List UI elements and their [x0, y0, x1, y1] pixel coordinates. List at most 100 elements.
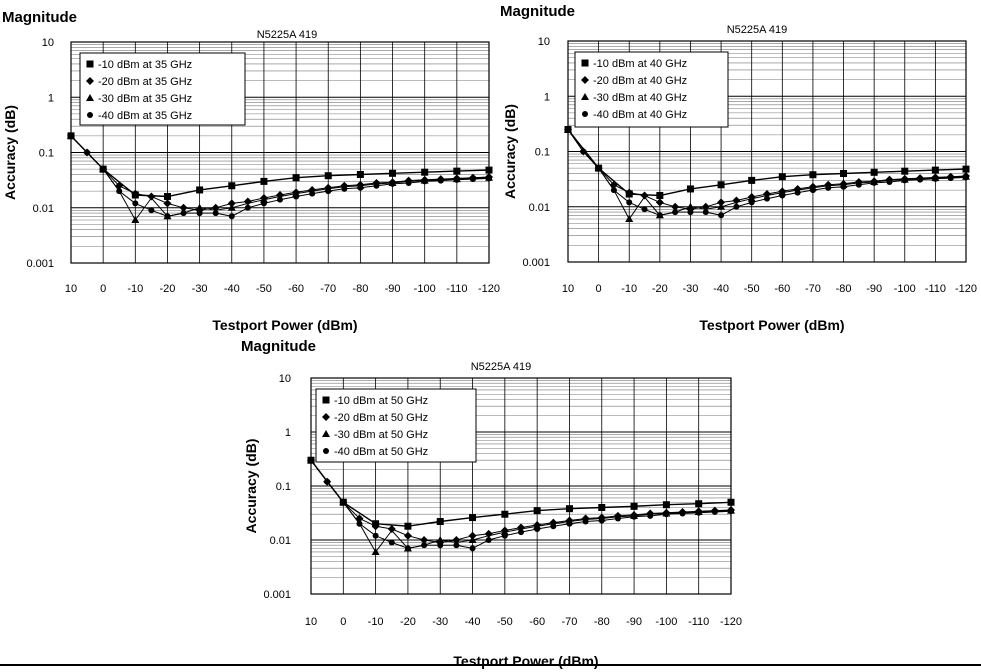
- x-tick-label: -110: [688, 616, 709, 628]
- circle-marker: [325, 188, 332, 195]
- y-tick-label: 1: [48, 92, 54, 104]
- circle-marker: [702, 209, 709, 216]
- square-marker: [322, 396, 330, 404]
- y-axis-label: Accuracy (dB): [243, 439, 259, 534]
- x-tick-label: -70: [805, 283, 821, 295]
- legend-label: -30 dBm at 35 GHz: [98, 93, 192, 105]
- x-tick-label: -50: [744, 283, 760, 295]
- circle-marker: [180, 210, 187, 217]
- legend-entry: -10 dBm at 50 GHz: [322, 395, 428, 407]
- triangle-marker: [747, 194, 756, 202]
- circle-marker: [809, 187, 816, 194]
- square-marker: [662, 501, 670, 509]
- diamond-marker: [371, 522, 380, 531]
- x-tick-label: -10: [368, 616, 384, 628]
- triangle-marker: [500, 528, 509, 536]
- square-marker: [356, 170, 364, 178]
- plot-frame: [70, 41, 490, 264]
- x-tick-label: -60: [774, 283, 790, 295]
- diamond-marker: [671, 202, 680, 211]
- square-marker: [260, 177, 268, 185]
- circle-marker: [565, 126, 571, 133]
- x-tick-label: -10: [127, 283, 143, 295]
- series-line: [567, 129, 967, 197]
- circle-marker: [728, 508, 734, 515]
- diamond-marker: [581, 76, 589, 84]
- circle-marker: [855, 181, 862, 188]
- circle-marker: [695, 509, 702, 516]
- circle-marker: [421, 178, 428, 185]
- circle-marker: [437, 542, 444, 549]
- circle-marker: [277, 196, 283, 203]
- series-line: [70, 135, 490, 221]
- legend-label: -40 dBm at 50 GHz: [334, 446, 428, 458]
- x-tick-label: -120: [720, 616, 742, 628]
- circle-marker: [614, 515, 621, 522]
- chart-title: N5225A 419: [727, 24, 788, 36]
- square-marker: [469, 514, 477, 522]
- triangle-marker: [195, 203, 204, 211]
- chart-heading: Magnitude: [500, 3, 575, 20]
- square-marker: [656, 191, 664, 199]
- square-marker: [630, 502, 638, 510]
- triangle-marker: [686, 202, 695, 210]
- circle-marker: [148, 207, 155, 214]
- legend-entry: -20 dBm at 40 GHz: [581, 75, 687, 87]
- square-marker: [778, 173, 786, 181]
- circle-marker: [825, 184, 832, 191]
- x-tick-label: 10: [305, 616, 317, 628]
- circle-marker: [164, 213, 171, 220]
- square-marker: [727, 498, 735, 506]
- legend-entry: -10 dBm at 40 GHz: [581, 58, 687, 70]
- x-tick-label: -110: [446, 283, 467, 295]
- legend-label: -10 dBm at 35 GHz: [98, 59, 192, 71]
- circle-marker: [212, 210, 219, 217]
- x-tick-label: -80: [352, 283, 368, 295]
- square-marker: [695, 500, 703, 508]
- x-tick-label: 0: [100, 283, 106, 295]
- y-tick-label: 0.001: [26, 258, 54, 270]
- circle-marker: [87, 112, 93, 118]
- legend-label: -10 dBm at 40 GHz: [593, 58, 687, 70]
- legend-box: [574, 51, 729, 128]
- x-tick-label: -40: [713, 283, 729, 295]
- legend-box: [79, 52, 246, 126]
- square-marker: [962, 165, 970, 173]
- square-marker: [809, 171, 817, 179]
- circle-marker: [132, 200, 139, 207]
- circle-marker: [244, 204, 251, 211]
- circle-marker: [389, 180, 396, 187]
- plot-frame: [310, 377, 732, 595]
- square-marker: [840, 169, 848, 177]
- diamond-marker: [625, 188, 634, 197]
- circle-marker: [687, 209, 694, 216]
- circle-marker: [293, 193, 300, 200]
- y-axis-label: Accuracy (dB): [502, 104, 518, 199]
- legend-label: -20 dBm at 40 GHz: [593, 75, 687, 87]
- diamond-marker: [732, 196, 741, 205]
- circle-marker: [641, 206, 648, 213]
- diamond-marker: [322, 413, 330, 421]
- diamond-marker: [403, 531, 412, 540]
- circle-marker: [610, 187, 617, 194]
- chart-title: N5225A 419: [257, 29, 318, 41]
- diamond-marker: [147, 192, 156, 201]
- diamond-marker: [655, 198, 664, 207]
- x-tick-label: 0: [596, 283, 602, 295]
- circle-marker: [357, 184, 364, 191]
- square-marker: [931, 166, 939, 174]
- circle-marker: [340, 499, 347, 506]
- y-tick-label: 0.1: [276, 481, 291, 493]
- x-tick-label: 0: [340, 616, 346, 628]
- square-marker: [598, 503, 606, 511]
- x-tick-label: -110: [925, 283, 946, 295]
- circle-marker: [947, 175, 954, 182]
- diamond-marker: [420, 536, 429, 544]
- circle-marker: [595, 165, 602, 172]
- circle-marker: [469, 545, 476, 552]
- chart-panel-35ghz: Magnitude N5225A 419 10 1 0.1 0.01 0.001 10 0 -10…: [0, 0, 500, 340]
- x-tick-label: -70: [320, 283, 336, 295]
- triangle-marker: [371, 547, 380, 555]
- x-tick-label: -10: [621, 283, 637, 295]
- x-tick-label: -80: [594, 616, 610, 628]
